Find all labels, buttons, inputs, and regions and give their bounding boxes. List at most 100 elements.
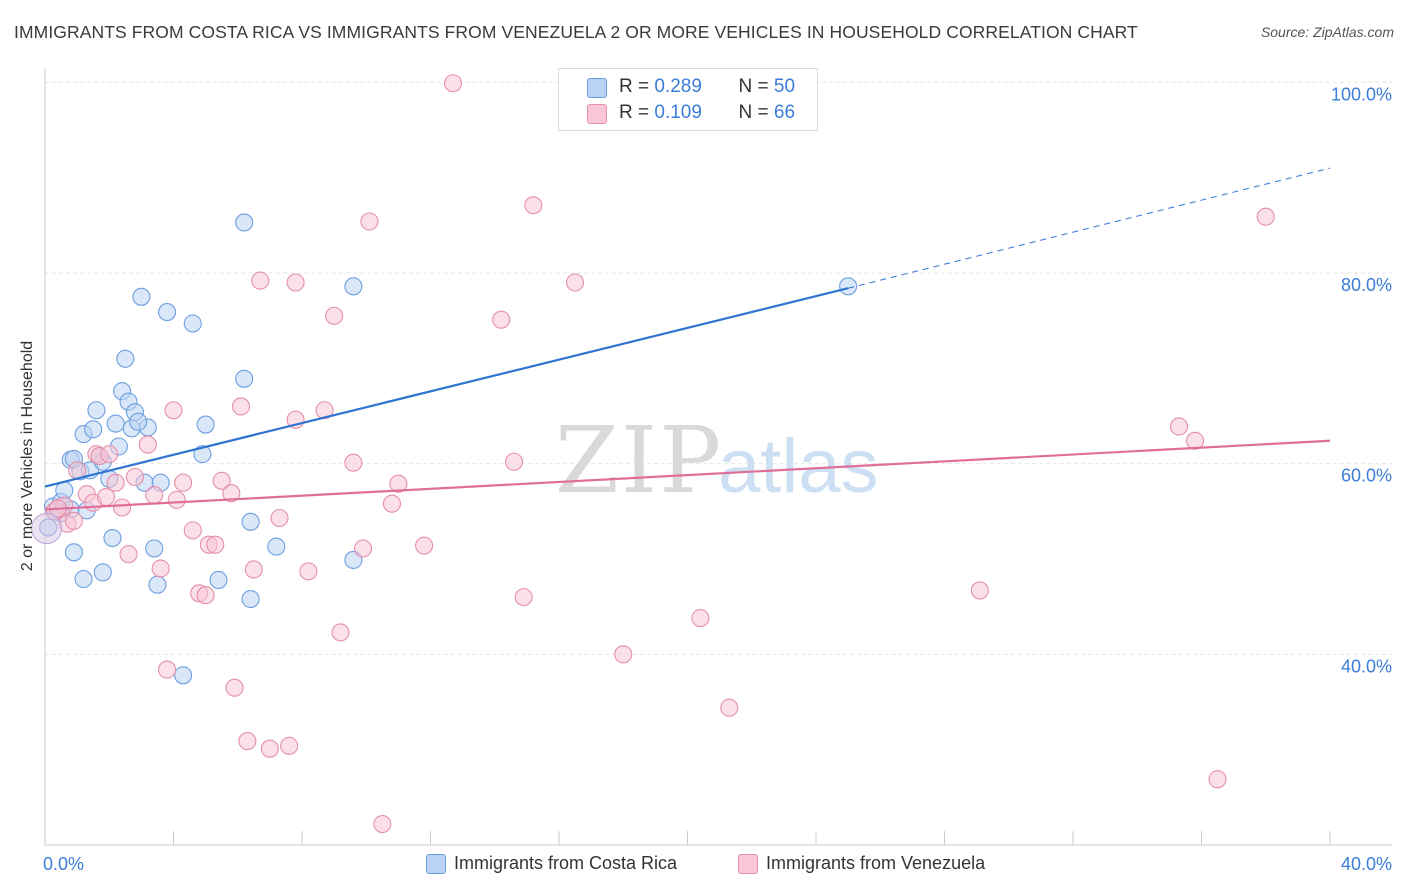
point-venezuela [96, 487, 116, 507]
point-costa-rica [74, 569, 93, 589]
point-venezuela [222, 484, 241, 503]
trend-line-venezuela [44, 439, 1331, 511]
point-venezuela [524, 196, 543, 215]
y-axis-label: 2 or more Vehicles in Household [19, 340, 36, 572]
point-venezuela [231, 397, 251, 416]
point-costa-rica [235, 369, 254, 388]
watermark-zip: ZIP [555, 407, 723, 514]
point-costa-rica [55, 481, 74, 500]
trend-line-costa-rica-extension [848, 167, 1331, 289]
legend-n-label: N = [738, 76, 769, 97]
chart-source: Source: ZipAtlas.com [1260, 24, 1394, 40]
point-venezuela [113, 498, 132, 517]
point-costa-rica [106, 414, 125, 433]
point-venezuela [244, 560, 263, 579]
point-costa-rica [839, 277, 858, 296]
point-venezuela [331, 623, 350, 642]
point-venezuela [344, 453, 363, 472]
point-venezuela [373, 814, 392, 834]
point-costa-rica [158, 303, 177, 322]
point-venezuela [125, 467, 144, 487]
point-venezuela [260, 739, 279, 758]
point-venezuela [138, 435, 157, 454]
legend: R = 0.289 N = 50 R = 0.109 N = 66 [558, 68, 818, 131]
watermark: ZIP atlas [555, 407, 879, 514]
bottom-legend-swatch-blue [426, 854, 446, 874]
trend-line-costa-rica [44, 287, 849, 488]
point-venezuela [183, 521, 202, 540]
point-venezuela [492, 310, 511, 329]
bottom-legend-label: Immigrants from Costa Rica [454, 853, 678, 873]
point-costa-rica [241, 512, 260, 531]
point-venezuela [64, 511, 83, 530]
legend-n-label: N = [738, 102, 769, 123]
point-venezuela [286, 273, 305, 292]
point-venezuela [614, 645, 633, 664]
point-costa-rica [235, 213, 254, 232]
x-tick-label: 0.0% [43, 854, 84, 874]
legend-r-label: R = [619, 76, 650, 97]
point-venezuela [389, 474, 408, 493]
point-venezuela [119, 545, 138, 564]
point-costa-rica [129, 412, 148, 431]
y-tick-label: 100.0% [1331, 84, 1392, 104]
point-costa-rica [87, 401, 106, 420]
point-venezuela [158, 660, 177, 679]
point-costa-rica [183, 314, 202, 333]
tick-labels: 40.0% 60.0% 80.0% 100.0% 0.0% 40.0% [43, 84, 1392, 874]
point-costa-rica [344, 277, 363, 296]
point-cluster [31, 512, 63, 544]
point-costa-rica [174, 666, 193, 685]
bottom-legend: Immigrants from Costa Rica Immigrants fr… [0, 852, 1406, 878]
y-tick-label: 60.0% [1341, 466, 1392, 486]
point-costa-rica [64, 543, 83, 562]
point-venezuela [514, 588, 533, 607]
y-tick-label: 40.0% [1341, 656, 1392, 676]
point-costa-rica [193, 445, 212, 464]
chart-title: IMMIGRANTS FROM COSTA RICA VS IMMIGRANTS… [14, 22, 1138, 42]
point-venezuela [225, 678, 244, 697]
legend-n-value: 50 [773, 76, 796, 97]
point-venezuela [280, 736, 299, 755]
point-venezuela [1208, 770, 1227, 789]
point-venezuela [443, 74, 463, 93]
point-venezuela [566, 273, 585, 292]
point-venezuela [970, 581, 989, 600]
point-venezuela [691, 609, 710, 628]
point-costa-rica [116, 349, 135, 368]
point-venezuela [167, 490, 186, 509]
legend-text: R = 0.109 N = 66 [619, 102, 795, 124]
point-costa-rica [132, 287, 151, 306]
point-venezuela [270, 508, 289, 528]
point-venezuela [360, 212, 379, 231]
point-venezuela [1169, 417, 1189, 436]
point-costa-rica [145, 539, 164, 558]
legend-r-label: R = [619, 102, 650, 123]
bottom-legend-label: Immigrants from Venezuela [766, 853, 986, 873]
point-venezuela [145, 486, 164, 505]
point-venezuela [164, 401, 183, 420]
point-venezuela [100, 445, 119, 464]
point-venezuela [299, 562, 318, 581]
point-venezuela [504, 452, 524, 471]
point-venezuela [196, 586, 215, 605]
data-points [31, 74, 1275, 834]
point-costa-rica [148, 575, 167, 594]
point-venezuela [174, 473, 193, 492]
point-venezuela [238, 732, 257, 751]
point-venezuela [1256, 207, 1275, 226]
legend-swatch-pink [587, 104, 607, 124]
axes [44, 68, 1392, 846]
grid-lines [45, 81, 1392, 655]
point-venezuela [251, 271, 270, 290]
bottom-legend-swatch-pink [738, 854, 758, 874]
point-venezuela [212, 471, 231, 490]
x-tick-label: 40.0% [1341, 854, 1392, 874]
point-venezuela [106, 473, 125, 492]
point-costa-rica [84, 420, 103, 439]
point-venezuela [415, 536, 434, 555]
point-costa-rica [241, 589, 260, 609]
point-venezuela [151, 559, 170, 578]
y-tick-label: 80.0% [1341, 275, 1392, 295]
